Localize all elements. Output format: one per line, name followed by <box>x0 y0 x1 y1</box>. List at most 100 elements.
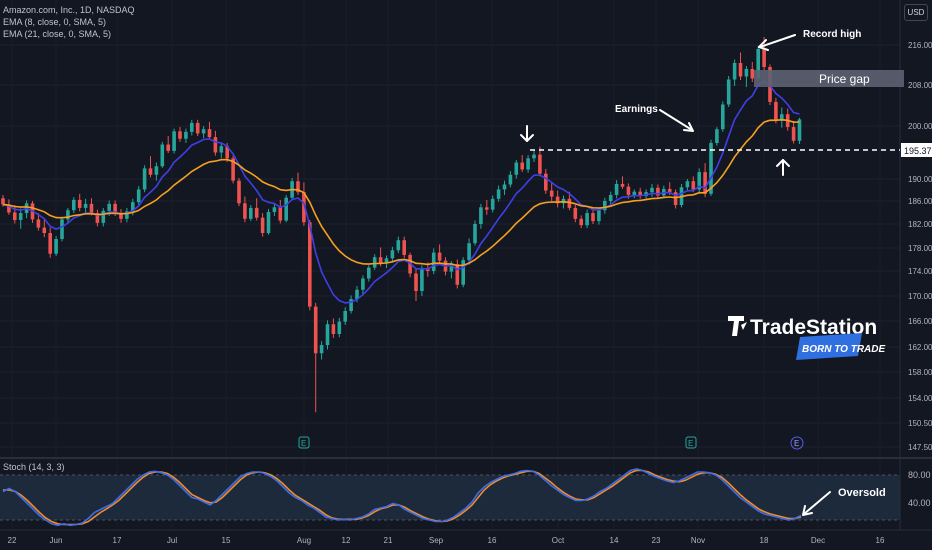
candle-body[interactable] <box>685 181 690 188</box>
candle-body[interactable] <box>614 183 619 195</box>
candle-body[interactable] <box>750 69 755 79</box>
candle-body[interactable] <box>555 196 560 204</box>
candle-body[interactable] <box>107 203 111 211</box>
candle-body[interactable] <box>343 311 347 322</box>
candle-body[interactable] <box>66 210 70 220</box>
candle-body[interactable] <box>656 187 660 196</box>
candle-body[interactable] <box>160 144 165 167</box>
candle-body[interactable] <box>77 199 82 208</box>
candle-body[interactable] <box>420 268 424 291</box>
candle-body[interactable] <box>591 213 595 222</box>
symbol-title[interactable]: Amazon.com, Inc., 1D, NASDAQ <box>3 5 135 15</box>
candle-body[interactable] <box>367 267 371 279</box>
candle-body[interactable] <box>721 104 725 130</box>
price-scale[interactable]: 216.00 208.00 200.00 190.00 186.00 182.00 178.… <box>908 41 932 452</box>
candle-body[interactable] <box>154 166 159 175</box>
candle-body[interactable] <box>7 204 11 213</box>
candle-body[interactable] <box>791 127 796 141</box>
candle-body[interactable] <box>42 227 47 233</box>
candle-body[interactable] <box>520 162 524 170</box>
ema-fast-legend[interactable]: EMA (8, close, 0, SMA, 5) <box>3 17 107 27</box>
candle-body[interactable] <box>95 213 100 223</box>
time-scale[interactable]: 22 Jun 17 Jul 15 Aug 12 21 Sep 16 Oct 14 23 Nov 18 Dec 1… <box>8 536 885 545</box>
currency-button[interactable]: USD <box>904 4 928 21</box>
candle-body[interactable] <box>190 122 194 132</box>
candle-body[interactable] <box>337 321 342 334</box>
candle-body[interactable] <box>331 324 336 334</box>
stoch-scale[interactable]: 80.00 40.00 <box>908 470 931 508</box>
candle-body[interactable] <box>732 63 737 80</box>
candle-body[interactable] <box>544 173 548 191</box>
candle-body[interactable] <box>738 63 743 77</box>
candle-body[interactable] <box>774 101 778 121</box>
candle-body[interactable] <box>13 212 17 220</box>
candle-body[interactable] <box>538 154 542 174</box>
candle-body[interactable] <box>266 211 271 233</box>
candle-body[interactable] <box>1 198 5 205</box>
candle-body[interactable] <box>83 203 88 208</box>
candle-body[interactable] <box>455 264 460 285</box>
candle-body[interactable] <box>709 142 713 194</box>
candle-body[interactable] <box>608 194 613 201</box>
candle-body[interactable] <box>620 183 625 187</box>
candle-body[interactable] <box>762 49 766 67</box>
candle-body[interactable] <box>243 203 247 219</box>
candle-body[interactable] <box>691 181 696 190</box>
candle-body[interactable] <box>166 144 170 151</box>
stoch-legend[interactable]: Stoch (14, 3, 3) <box>3 462 65 472</box>
candle-body[interactable] <box>284 197 288 221</box>
candle-body[interactable] <box>237 180 241 204</box>
candle-body[interactable] <box>148 168 153 175</box>
candle-body[interactable] <box>467 243 471 261</box>
candle-body[interactable] <box>496 189 501 199</box>
candle-body[interactable] <box>325 324 330 346</box>
candle-body[interactable] <box>119 213 123 219</box>
candle-body[interactable] <box>48 233 52 254</box>
candle-body[interactable] <box>184 131 188 139</box>
candle-body[interactable] <box>461 260 465 285</box>
candle-body[interactable] <box>744 69 749 77</box>
candle-body[interactable] <box>780 114 784 121</box>
candle-body[interactable] <box>142 168 147 190</box>
candle-body[interactable] <box>361 278 365 290</box>
candle-body[interactable] <box>396 240 401 251</box>
candle-body[interactable] <box>490 198 495 210</box>
candle-body[interactable] <box>408 254 412 274</box>
candle-body[interactable] <box>349 299 353 311</box>
candle-body[interactable] <box>36 219 41 228</box>
candle-body[interactable] <box>402 240 406 255</box>
candle-body[interactable] <box>532 154 536 159</box>
candle-body[interactable] <box>72 199 76 211</box>
candle-body[interactable] <box>254 207 259 218</box>
candle-body[interactable] <box>249 207 253 219</box>
candle-body[interactable] <box>89 203 94 214</box>
candle-body[interactable] <box>726 79 731 105</box>
candle-body[interactable] <box>573 207 578 219</box>
candle-body[interactable] <box>638 191 642 197</box>
candle-body[interactable] <box>526 158 530 170</box>
candle-body[interactable] <box>508 174 513 185</box>
candle-body[interactable] <box>225 146 229 159</box>
candle-body[interactable] <box>125 211 129 219</box>
candle-body[interactable] <box>101 210 106 223</box>
candle-body[interactable] <box>219 146 224 153</box>
candle-body[interactable] <box>697 172 701 190</box>
candle-body[interactable] <box>431 252 436 271</box>
candle-body[interactable] <box>201 129 206 134</box>
candle-body[interactable] <box>756 49 760 79</box>
candle-body[interactable] <box>131 202 135 212</box>
candle-body[interactable] <box>54 239 58 254</box>
candle-body[interactable] <box>632 191 637 195</box>
candle-body[interactable] <box>178 131 182 139</box>
candle-body[interactable] <box>626 186 631 195</box>
candle-body[interactable] <box>437 252 442 261</box>
candle-body[interactable] <box>715 129 719 143</box>
candle-body[interactable] <box>650 187 654 193</box>
candle-body[interactable] <box>703 172 707 194</box>
upcoming-earnings-marker[interactable]: E <box>790 436 804 450</box>
candle-body[interactable] <box>213 137 218 153</box>
candle-body[interactable] <box>479 207 483 224</box>
candle-body[interactable] <box>667 188 672 193</box>
candle-body[interactable] <box>390 250 395 259</box>
